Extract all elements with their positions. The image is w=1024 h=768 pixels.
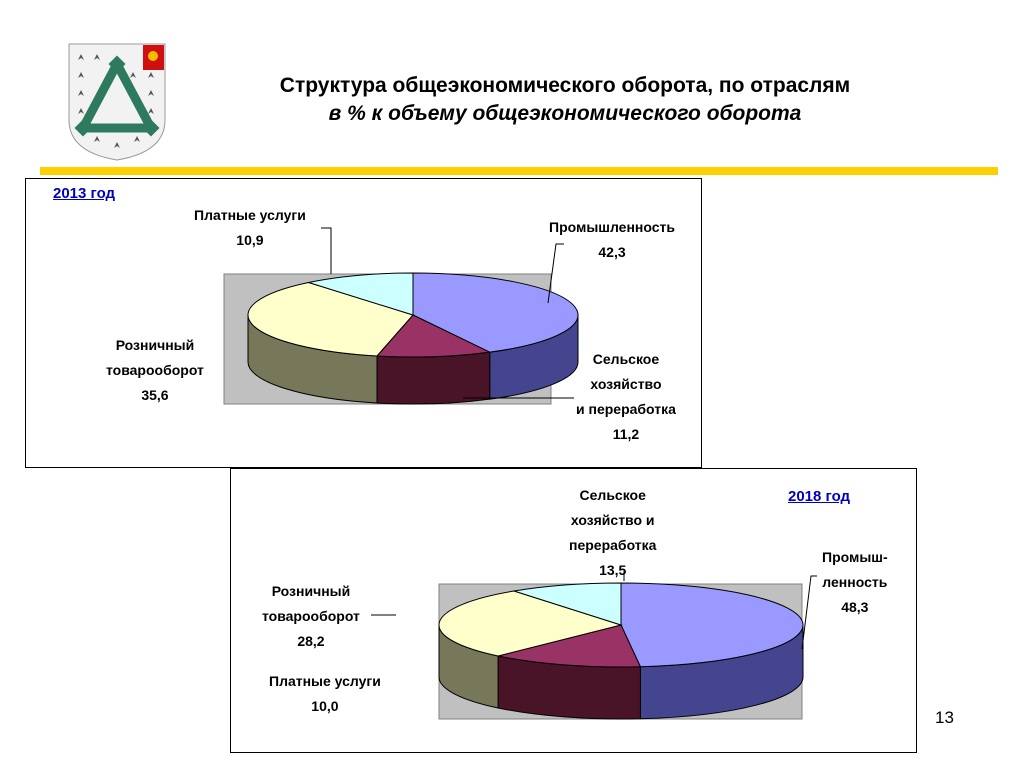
label-industry-2018: Промыш- ленность 48,3 [822,545,888,620]
label-value: 28,2 [297,633,325,649]
chart-panel-2018: 2018 год Промыш- ленность 48,3 Сельское … [230,468,917,753]
slice-retail-2018 [438,590,623,657]
leader-line-2013 [321,227,332,274]
label-value: 13,5 [599,562,627,578]
slice-agriculture-2013 [375,314,492,358]
label-services-2013: Платные услуги 10,9 [194,203,306,253]
slice-retail-2013 [247,281,414,357]
label-industry-2013: Промышленность 42,3 [549,215,675,265]
leader-line-2018 [801,575,817,650]
label-retail-2013: Розничный товарооборот 35,6 [106,333,204,408]
label-value: 48,3 [841,599,869,615]
label-services-2018: Платные услуги 10,0 [269,669,381,719]
label-text: Розничный [271,583,351,599]
label-retail-2018: Розничный товарооборот 28,2 [262,579,360,654]
label-text: товарооборот [106,362,204,378]
leader-line-2013 [547,243,564,304]
label-text: Сельское [592,351,660,367]
slice-agriculture-2018 [497,624,642,668]
pie-chart-2018 [371,571,817,720]
label-text: товарооборот [262,608,360,624]
label-text: хозяйство [590,376,662,392]
chart-title-2013: 2013 год [53,185,116,202]
slice-industry-2018 [620,582,804,668]
pie-chart-2013 [223,227,579,405]
label-text: Платные услуги [269,673,381,689]
title-line: Структура общеэкономического оборота, по… [279,74,851,97]
slice-side-agriculture-2013 [376,351,491,405]
label-value: 35,6 [141,387,169,403]
slice-services-2018 [513,582,622,626]
label-value: 42,3 [598,244,626,260]
chart-title-2018: 2018 год [788,488,851,505]
label-agriculture-2018: Сельское хозяйство и переработка 13,5 [569,483,656,583]
subtitle-line: в % к объему общеэкономического оборота [328,102,802,125]
label-value: 11,2 [612,426,640,442]
label-text: ленность [822,574,888,590]
label-agriculture-2013: Сельское хозяйство и переработка 11,2 [576,347,676,447]
page-number: 13 [935,708,954,727]
label-text: хозяйство и [570,512,655,528]
label-text: Сельское [579,487,646,503]
label-text: и переработка [576,401,676,417]
label-text: Розничный [115,337,195,353]
slice-services-2013 [306,272,414,316]
label-text: переработка [569,537,657,553]
label-value: 10,0 [311,698,339,714]
label-text: Платные услуги [194,207,306,223]
label-value: 10,9 [236,232,264,248]
coat-of-arms-logo [68,43,166,161]
label-text: Промышленность [549,219,675,235]
accent-rule [40,167,998,175]
slice-industry-2013 [412,272,579,353]
slide-title: Структура общеэкономического оборота, по… [175,72,955,128]
chart-panel-2013: 2013 год Промышленность 42,3 Сельское хо… [25,178,702,468]
label-text: Промыш- [822,549,888,565]
